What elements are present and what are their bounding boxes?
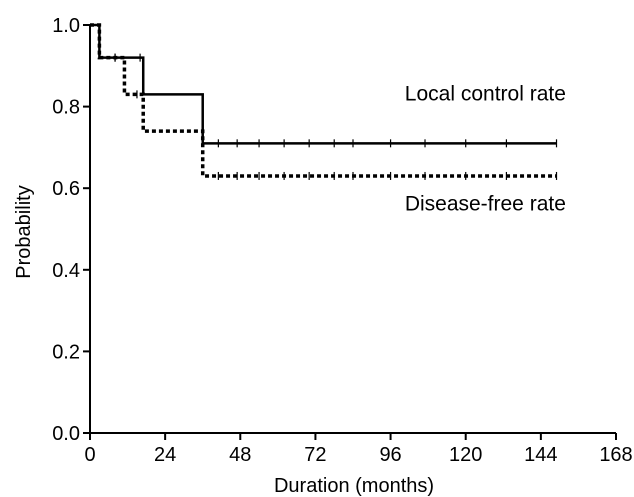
x-tick-label: 144 xyxy=(524,444,557,466)
series-label-disease-free: Disease-free rate xyxy=(405,193,566,216)
x-tick-label: 120 xyxy=(449,444,482,466)
axes xyxy=(89,25,616,434)
x-tick-label: 168 xyxy=(599,444,632,466)
x-axis-title: Duration (months) xyxy=(274,475,434,497)
x-tick-label: 24 xyxy=(154,444,176,466)
y-tick-label: 0.0 xyxy=(52,423,80,445)
y-tick-label: 0.8 xyxy=(52,97,80,119)
series-line-disease-free xyxy=(90,23,557,178)
x-tick-label: 48 xyxy=(229,444,251,466)
y-tick-label: 1.0 xyxy=(52,15,80,37)
series-layer xyxy=(90,23,558,180)
y-tick-label: 0.6 xyxy=(52,178,80,200)
x-tick-label: 96 xyxy=(379,444,401,466)
ticks: 0 24 48 72 96 120 144 168 0.0 0.2 0.4 0.6 0.8 1.0 xyxy=(52,15,633,466)
series-label-local-control: Local control rate xyxy=(405,82,566,105)
x-tick-label: 72 xyxy=(304,444,326,466)
x-tick-label: 0 xyxy=(84,444,95,466)
y-tick-label: 0.4 xyxy=(52,260,80,282)
y-tick-label: 0.2 xyxy=(52,341,80,363)
y-axis-title: Probability xyxy=(13,185,35,278)
labels-layer: Local control rate Disease-free rate xyxy=(405,82,566,215)
